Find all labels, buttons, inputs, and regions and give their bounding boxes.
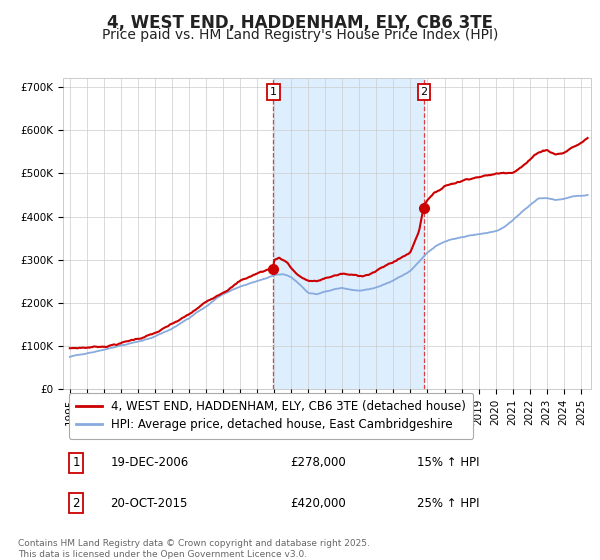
Text: 2: 2 <box>73 497 80 510</box>
Text: 2: 2 <box>421 87 428 97</box>
Text: 25% ↑ HPI: 25% ↑ HPI <box>417 497 479 510</box>
Text: £278,000: £278,000 <box>290 456 346 469</box>
Text: £420,000: £420,000 <box>290 497 346 510</box>
Legend: 4, WEST END, HADDENHAM, ELY, CB6 3TE (detached house), HPI: Average price, detac: 4, WEST END, HADDENHAM, ELY, CB6 3TE (de… <box>69 393 473 438</box>
Text: 19-DEC-2006: 19-DEC-2006 <box>110 456 189 469</box>
Text: 15% ↑ HPI: 15% ↑ HPI <box>417 456 479 469</box>
Text: Contains HM Land Registry data © Crown copyright and database right 2025.
This d: Contains HM Land Registry data © Crown c… <box>18 539 370 559</box>
Text: Price paid vs. HM Land Registry's House Price Index (HPI): Price paid vs. HM Land Registry's House … <box>102 28 498 42</box>
Text: 1: 1 <box>73 456 80 469</box>
Bar <box>274 78 424 389</box>
Text: 1: 1 <box>270 87 277 97</box>
Text: 20-OCT-2015: 20-OCT-2015 <box>110 497 188 510</box>
Text: 4, WEST END, HADDENHAM, ELY, CB6 3TE: 4, WEST END, HADDENHAM, ELY, CB6 3TE <box>107 14 493 32</box>
